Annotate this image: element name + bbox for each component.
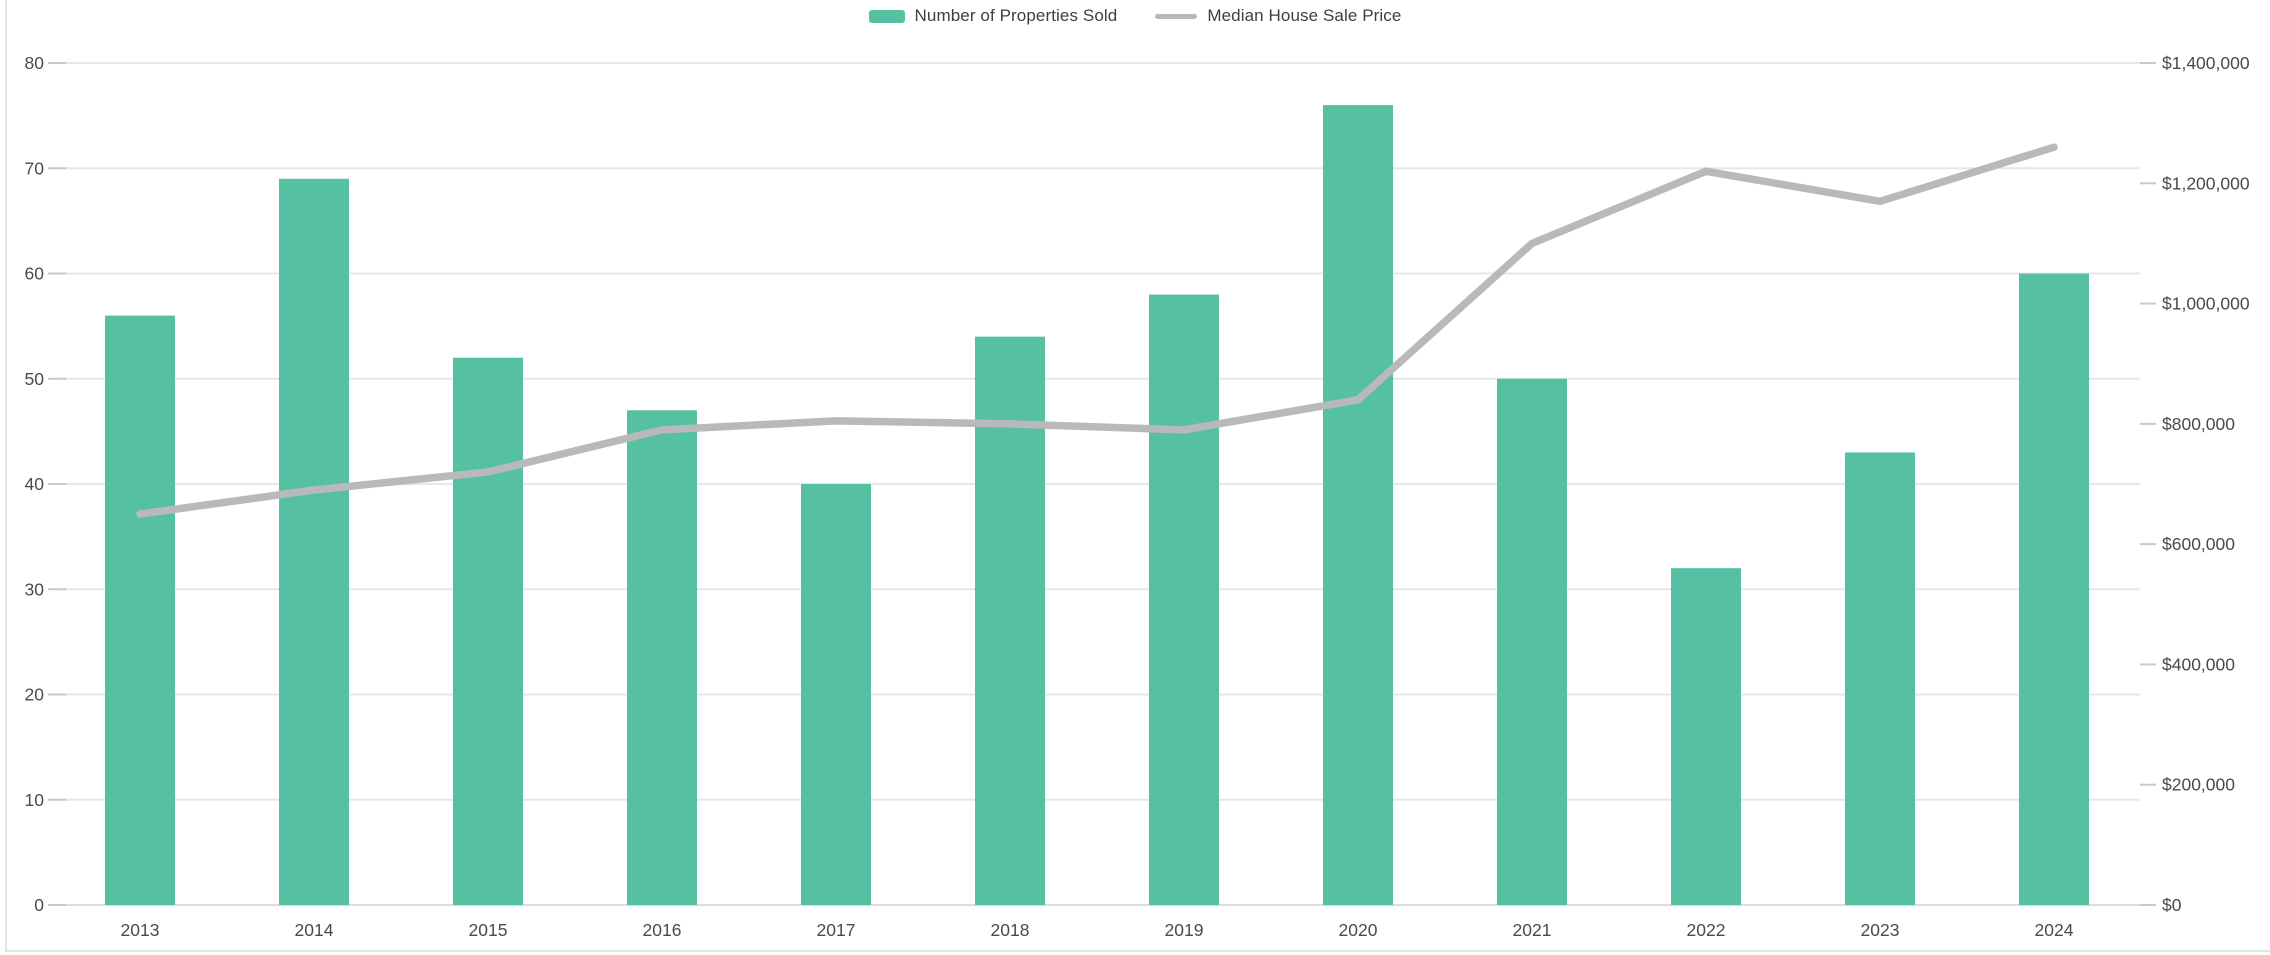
y-left-tick-label: 40: [25, 474, 45, 494]
bar-2016[interactable]: [627, 410, 697, 905]
y-right-tick-label: $600,000: [2162, 534, 2235, 554]
y-right-tick-label: $200,000: [2162, 775, 2235, 795]
bar-2020[interactable]: [1323, 105, 1393, 906]
y-right-tick-label: $1,200,000: [2162, 173, 2250, 193]
legend-label-median-price: Median House Sale Price: [1207, 6, 1402, 25]
legend-item-median-price[interactable]: Median House Sale Price: [1155, 6, 1401, 26]
bar-2017[interactable]: [801, 484, 871, 905]
y-right-tick-label: $400,000: [2162, 654, 2235, 674]
y-left-tick-label: 20: [25, 685, 45, 705]
x-tick-label-2020: 2020: [1339, 920, 1378, 940]
x-tick-label-2015: 2015: [469, 920, 508, 940]
median-price-line[interactable]: [136, 143, 2058, 518]
y-right-tick-label: $800,000: [2162, 414, 2235, 434]
bar-2015[interactable]: [453, 357, 523, 905]
y-left-tick-label: 30: [25, 579, 45, 599]
y-left-tick-label: 70: [25, 158, 45, 178]
x-tick-label-2023: 2023: [1861, 920, 1900, 940]
legend-label-properties-sold: Number of Properties Sold: [914, 6, 1118, 25]
card-bottom-border: [5, 950, 2270, 952]
bar-2019[interactable]: [1149, 294, 1219, 905]
y-left-tick-label: 60: [25, 264, 45, 284]
bar-2014[interactable]: [279, 178, 349, 905]
y-right-tick-label: $0: [2162, 895, 2182, 915]
x-tick-label-2022: 2022: [1687, 920, 1726, 940]
card-left-border: [5, 0, 7, 950]
x-tick-label-2021: 2021: [1513, 920, 1552, 940]
bar-2023[interactable]: [1845, 452, 1915, 905]
bar-2022[interactable]: [1671, 568, 1741, 905]
x-tick-label-2024: 2024: [2035, 920, 2074, 940]
x-tick-label-2014: 2014: [295, 920, 334, 940]
x-tick-label-2013: 2013: [121, 920, 160, 940]
legend-item-properties-sold[interactable]: Number of Properties Sold: [868, 6, 1118, 26]
y-left-tick-label: 50: [25, 369, 45, 389]
bar-series-swatch-icon: [868, 9, 905, 23]
y-left-tick-label: 10: [25, 790, 45, 810]
line-series-swatch-icon: [1155, 13, 1198, 19]
x-tick-label-2018: 2018: [991, 920, 1030, 940]
y-left-tick-label: 0: [34, 895, 44, 915]
y-right-tick-label: $1,000,000: [2162, 294, 2250, 314]
bar-2024[interactable]: [2019, 273, 2089, 906]
bar-2018[interactable]: [975, 336, 1045, 905]
bar-2021[interactable]: [1497, 378, 1567, 905]
y-left-tick-label: 80: [25, 53, 45, 73]
y-right-tick-label: $1,400,000: [2162, 53, 2250, 73]
legend: Number of Properties Sold Median House S…: [0, 6, 2270, 26]
x-tick-label-2019: 2019: [1165, 920, 1204, 940]
bar-2013[interactable]: [105, 315, 175, 906]
x-tick-label-2017: 2017: [817, 920, 856, 940]
x-tick-label-2016: 2016: [643, 920, 682, 940]
